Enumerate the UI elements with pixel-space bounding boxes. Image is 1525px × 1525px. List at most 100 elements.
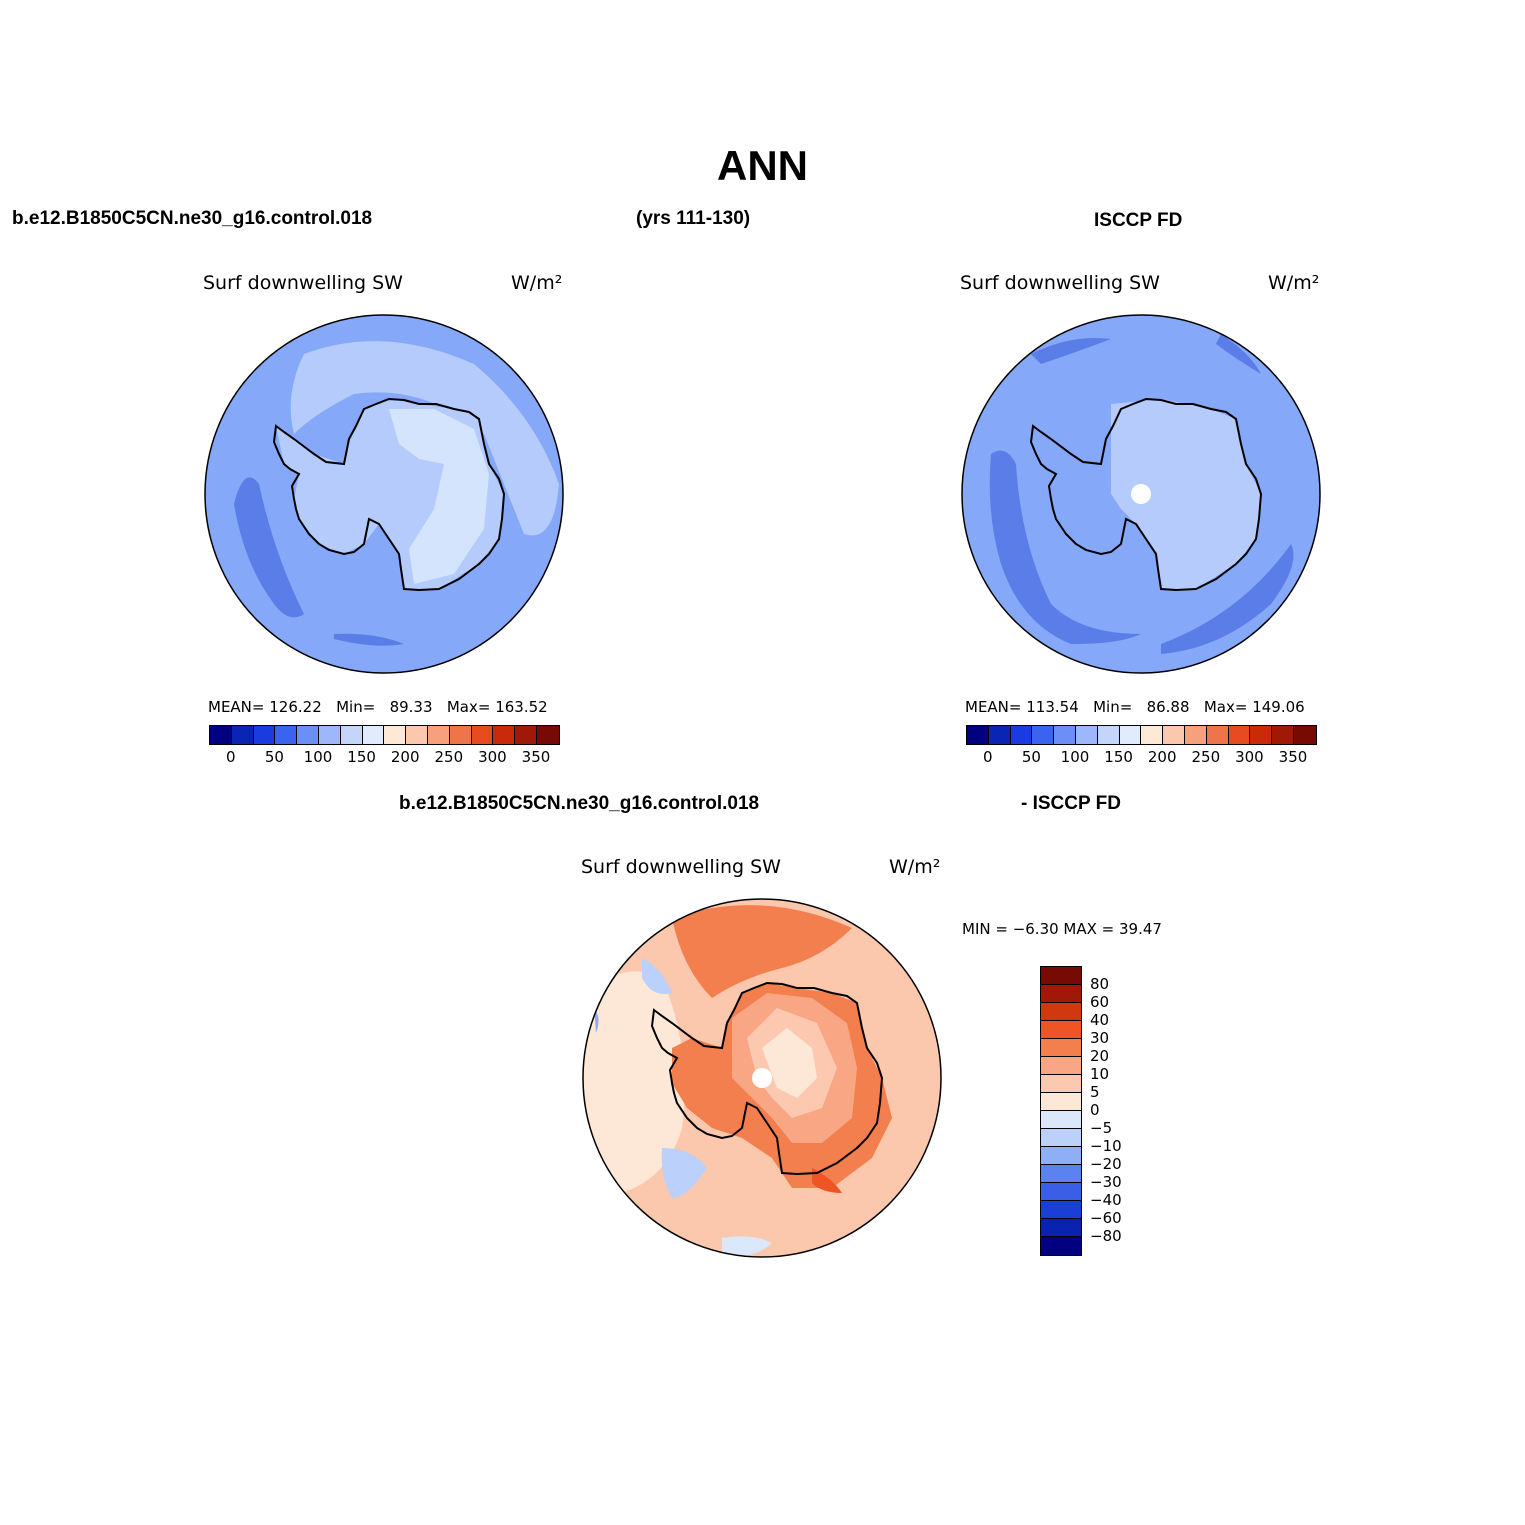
diff-colorbar-tick-label: −80: [1090, 1227, 1122, 1245]
model-colorbar-swatch: [384, 726, 407, 744]
obs-colorbar-ticks: 0 50 100 150 200 250 300 350: [966, 748, 1316, 768]
model-colorbar-swatch: [297, 726, 319, 744]
diff-colorbar-swatch: [1041, 1165, 1081, 1183]
model-variable-title: Surf downwelling SW: [203, 272, 403, 294]
model-max-value: 163.52: [495, 698, 548, 716]
model-colorbar-swatch: [318, 726, 341, 744]
obs-colorbar-swatch: [1228, 726, 1251, 744]
obs-min-label: Min=: [1093, 698, 1133, 716]
diff-colorbar-ticks: 80 60 40 30 20 10 5 0 −5 −10 −20 −30 −40 −60 −80: [1090, 966, 1150, 1256]
diff-colorbar-swatch: [1041, 1039, 1081, 1057]
diff-colorbar-tick-label: −40: [1090, 1191, 1122, 1209]
model-mean-value: 126.22: [269, 698, 322, 716]
model-colorbar-swatch: [493, 726, 516, 744]
diff-minmax: MIN = −6.30 MAX = 39.47: [962, 920, 1162, 938]
obs-colorbar-swatch: [1054, 726, 1076, 744]
diff-colorbar-swatch: [1041, 1075, 1081, 1093]
diff-colorbar-swatch: [1041, 1111, 1081, 1129]
obs-colorbar-swatch: [988, 726, 1011, 744]
obs-colorbar-swatch: [1010, 726, 1033, 744]
obs-colorbar-swatch: [967, 726, 989, 744]
diff-colorbar-tick-label: 20: [1090, 1047, 1110, 1065]
obs-min-value: 86.88: [1146, 698, 1190, 716]
diff-colorbar-tick-label: 10: [1090, 1065, 1110, 1083]
obs-max-value: 149.06: [1252, 698, 1305, 716]
obs-variable-title: Surf downwelling SW: [960, 272, 1160, 294]
obs-colorbar-swatch: [1097, 726, 1120, 744]
case-name-header: b.e12.B1850C5CN.ne30_g16.control.018: [12, 208, 373, 229]
obs-mean-label: MEAN=: [965, 698, 1022, 716]
diff-colorbar: [1040, 966, 1082, 1256]
obs-colorbar-tick-label: 300: [1235, 748, 1264, 766]
model-colorbar-swatch: [210, 726, 232, 744]
model-colorbar-swatch: [449, 726, 472, 744]
model-map: [204, 314, 564, 674]
model-colorbar-tick-label: 100: [303, 748, 333, 766]
obs-colorbar-swatch: [1163, 726, 1185, 744]
diff-colorbar-swatch: [1041, 1147, 1081, 1165]
diff-colorbar-tick-label: −20: [1090, 1155, 1122, 1173]
model-colorbar-swatch: [406, 726, 428, 744]
model-colorbar-tick-label: 200: [390, 748, 420, 766]
diff-colorbar-tick-label: −60: [1090, 1209, 1122, 1227]
diff-colorbar-tick-label: −5: [1090, 1119, 1113, 1137]
obs-name-header: ISCCP FD: [1094, 210, 1183, 231]
obs-mean-value: 113.54: [1026, 698, 1079, 716]
diff-colorbar-tick-label: 80: [1090, 975, 1110, 993]
obs-colorbar-swatch: [1293, 726, 1316, 744]
diff-colorbar-tick-label: 60: [1090, 993, 1110, 1011]
diff-colorbar-swatch: [1041, 1201, 1081, 1219]
obs-colorbar-swatch: [1075, 726, 1098, 744]
model-colorbar-tick-label: 250: [434, 748, 464, 766]
diff-colorbar-tick-label: −30: [1090, 1173, 1122, 1191]
obs-colorbar-tick-label: 250: [1191, 748, 1221, 766]
obs-colorbar-tick-label: 350: [1278, 748, 1308, 766]
obs-colorbar-swatch: [1119, 726, 1142, 744]
obs-map: [961, 314, 1321, 674]
model-colorbar-swatch: [536, 726, 559, 744]
obs-stats: MEAN= 113.54 Min= 86.88 Max= 149.06: [965, 698, 1305, 716]
diff-colorbar-tick-label: 40: [1090, 1011, 1110, 1029]
model-colorbar-swatch: [471, 726, 494, 744]
model-colorbar-tick-label: 50: [264, 748, 284, 766]
obs-colorbar-swatch: [1184, 726, 1207, 744]
diff-colorbar-swatch: [1041, 1183, 1081, 1201]
obs-colorbar-swatch: [1141, 726, 1164, 744]
diff-colorbar-swatch: [1041, 1237, 1081, 1255]
model-colorbar: [209, 725, 560, 745]
model-colorbar-tick-label: 150: [347, 748, 376, 766]
diff-colorbar-swatch: [1041, 1219, 1081, 1237]
diff-colorbar-swatch: [1041, 1057, 1081, 1075]
model-min-label: Min=: [336, 698, 376, 716]
diff-header-right: - ISCCP FD: [1021, 793, 1121, 814]
diff-colorbar-swatch: [1041, 1093, 1081, 1111]
model-colorbar-swatch: [515, 726, 537, 744]
diff-colorbar-tick-label: 0: [1090, 1101, 1100, 1119]
model-colorbar-swatch: [340, 726, 363, 744]
diff-colorbar-swatch: [1041, 985, 1081, 1003]
obs-units: W/m²: [1268, 272, 1320, 294]
diff-colorbar-swatch: [1041, 967, 1081, 985]
diff-map: [582, 898, 942, 1258]
model-stats: MEAN= 126.22 Min= 89.33 Max= 163.52: [208, 698, 548, 716]
model-colorbar-swatch: [231, 726, 254, 744]
diff-colorbar-swatch: [1041, 1021, 1081, 1039]
model-colorbar-ticks: 0 50 100 150 200 250 300 350: [209, 748, 559, 768]
years-header: (yrs 111-130): [636, 208, 751, 229]
diff-header-left: b.e12.B1850C5CN.ne30_g16.control.018: [399, 793, 760, 814]
model-min-value: 89.33: [389, 698, 433, 716]
diff-units: W/m²: [889, 856, 941, 878]
obs-colorbar: [966, 725, 1317, 745]
obs-colorbar-swatch: [1206, 726, 1229, 744]
model-colorbar-swatch: [362, 726, 385, 744]
model-max-label: Max=: [446, 698, 491, 716]
diff-colorbar-tick-label: 5: [1090, 1083, 1100, 1101]
diff-colorbar-tick-label: 30: [1090, 1029, 1110, 1047]
model-colorbar-tick-label: 350: [521, 748, 551, 766]
obs-max-label: Max=: [1203, 698, 1248, 716]
obs-colorbar-tick-label: 0: [983, 748, 993, 766]
obs-colorbar-swatch: [1032, 726, 1055, 744]
obs-colorbar-swatch: [1250, 726, 1273, 744]
model-colorbar-tick-label: 0: [226, 748, 236, 766]
model-mean-label: MEAN=: [208, 698, 265, 716]
